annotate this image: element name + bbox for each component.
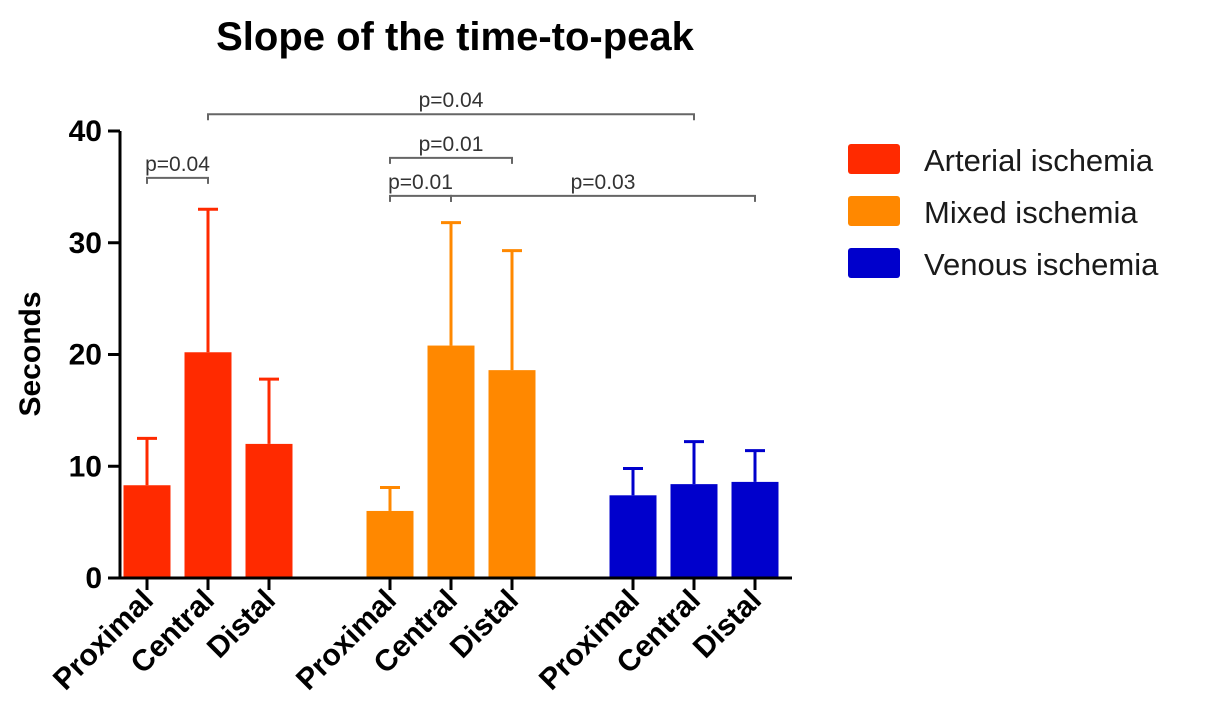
bar: [366, 510, 414, 578]
legend: Arterial ischemia Mixed ischemia Venous is…: [848, 143, 1159, 282]
significance-bracket: [207, 113, 695, 121]
legend-label: Venous ischemia: [924, 247, 1159, 282]
legend-label: Mixed ischemia: [924, 195, 1138, 230]
bar: [488, 370, 536, 578]
y-axis-label: Seconds: [14, 291, 47, 416]
x-tick-label: Distal: [687, 584, 768, 665]
significance-bracket: [389, 156, 513, 164]
bar: [609, 495, 657, 578]
p-value-label: p=0.01: [419, 133, 484, 156]
p-value-label: p=0.03: [571, 171, 636, 194]
chart-title: Slope of the time-to-peak: [216, 15, 695, 59]
legend-swatch: [848, 248, 900, 278]
bar: [245, 443, 293, 578]
y-tick-label: 20: [69, 339, 102, 372]
y-tick-label: 40: [69, 115, 102, 148]
p-value-label: p=0.01: [388, 171, 453, 194]
bar: [427, 345, 475, 578]
x-tick-label: Distal: [444, 584, 525, 665]
bar: [670, 484, 718, 578]
p-value-label: p=0.04: [419, 89, 484, 112]
legend-swatch: [848, 144, 900, 174]
y-tick-label: 30: [69, 227, 102, 260]
x-tick-label: Distal: [201, 584, 282, 665]
bar: [123, 485, 171, 578]
significance-bracket: [146, 176, 209, 184]
legend-swatch: [848, 196, 900, 226]
significance-bracket: [450, 194, 756, 202]
y-tick-label: 0: [85, 562, 102, 595]
bar: [731, 481, 779, 578]
legend-label: Arterial ischemia: [924, 143, 1154, 178]
significance-bracket: [389, 194, 452, 202]
bar: [184, 352, 232, 578]
p-value-label: p=0.04: [145, 153, 210, 176]
y-tick-label: 10: [69, 450, 102, 483]
